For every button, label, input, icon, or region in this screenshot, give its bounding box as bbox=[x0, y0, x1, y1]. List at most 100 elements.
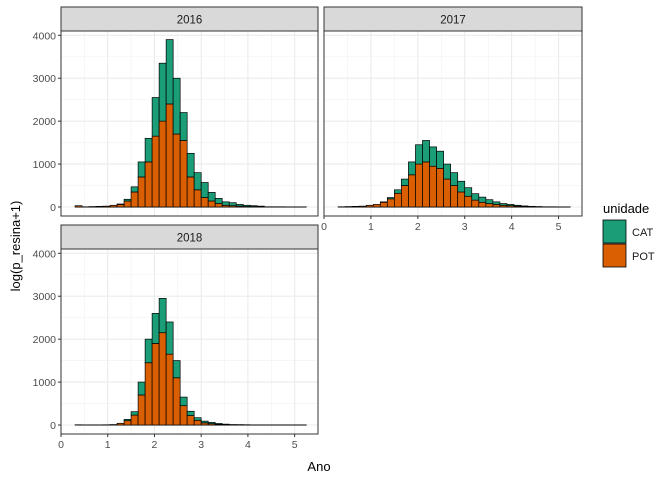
facet-strip bbox=[323, 6, 583, 32]
x-axis-title: Ano bbox=[307, 459, 330, 474]
bar-pot bbox=[165, 353, 174, 426]
bar-pot bbox=[471, 199, 480, 208]
bar-cat bbox=[386, 197, 395, 200]
bar-pot bbox=[214, 203, 223, 208]
bar-pot bbox=[74, 205, 83, 208]
bar-pot bbox=[102, 205, 111, 208]
bar-cat bbox=[485, 199, 494, 204]
bar-pot bbox=[394, 192, 402, 208]
legend: unidade CAT POT bbox=[602, 201, 655, 268]
bar-pot bbox=[457, 191, 466, 208]
x-tick-label: 2 bbox=[152, 439, 158, 451]
bar-pot bbox=[372, 204, 381, 208]
facets-layer: 2016 0 1000 2000 3000 4000 2017 0 1 2 3 4 5 2018 0 1000… bbox=[33, 6, 583, 451]
x-tick-label: 0 bbox=[58, 439, 64, 451]
bar-cat bbox=[151, 97, 160, 137]
bar-cat bbox=[422, 140, 430, 163]
bar-cat bbox=[207, 422, 216, 425]
bar-pot bbox=[109, 204, 118, 208]
bar-cat bbox=[158, 298, 167, 334]
bar-pot bbox=[130, 191, 139, 208]
bar-pot bbox=[200, 197, 209, 208]
bar-pot bbox=[450, 185, 459, 208]
x-tick-label: 1 bbox=[105, 439, 111, 451]
bar-cat bbox=[172, 77, 181, 135]
x-tick-label: 3 bbox=[198, 439, 204, 451]
bar-cat bbox=[130, 186, 139, 193]
bar-pot bbox=[401, 185, 409, 208]
bar-pot bbox=[408, 174, 416, 208]
x-tick-label: 5 bbox=[556, 221, 562, 233]
bar-pot bbox=[123, 420, 132, 426]
bar-pot bbox=[172, 377, 181, 426]
bar-cat bbox=[492, 201, 501, 205]
bar-cat bbox=[429, 146, 437, 167]
facet-strip bbox=[60, 6, 319, 32]
bar-cat bbox=[249, 205, 258, 207]
bar-cat bbox=[186, 410, 195, 416]
bar-cat bbox=[172, 360, 181, 379]
y-tick-label: 1000 bbox=[33, 377, 57, 389]
y-tick-label: 1000 bbox=[33, 159, 57, 171]
bar-pot bbox=[422, 161, 430, 208]
facet-strip-label: 2016 bbox=[177, 15, 203, 27]
bar-cat bbox=[235, 204, 244, 207]
x-tick-label: 0 bbox=[321, 221, 327, 233]
bar-cat bbox=[137, 161, 146, 178]
bar-pot bbox=[151, 135, 160, 208]
bar-pot bbox=[207, 200, 216, 208]
facet-panel-2018: 2018 0 1000 2000 3000 4000 0 1 2 3 4 5 bbox=[33, 224, 319, 451]
bar-pot bbox=[478, 201, 487, 208]
y-tick-label: 4000 bbox=[33, 248, 57, 260]
bar-pot bbox=[144, 362, 153, 426]
x-tick-label: 5 bbox=[292, 439, 298, 451]
bar-pot bbox=[144, 161, 153, 208]
bar-cat bbox=[228, 202, 237, 207]
bar-pot bbox=[158, 332, 167, 426]
bar-pot bbox=[443, 178, 452, 208]
x-tick-label: 2 bbox=[415, 221, 421, 233]
x-tick-label: 3 bbox=[462, 221, 468, 233]
bar-cat bbox=[193, 417, 202, 421]
bar-pot bbox=[379, 201, 388, 208]
bar-pot bbox=[179, 405, 188, 426]
bar-cat bbox=[123, 198, 132, 202]
bar-cat bbox=[436, 150, 444, 169]
bar-cat bbox=[200, 420, 209, 424]
bar-pot bbox=[172, 133, 181, 208]
bar-pot bbox=[365, 204, 374, 208]
bar-pot bbox=[193, 189, 202, 208]
bar-cat bbox=[137, 381, 146, 396]
bar-pot bbox=[130, 414, 139, 426]
y-tick-label: 3000 bbox=[33, 291, 57, 303]
bar-cat bbox=[165, 321, 174, 355]
bar-pot bbox=[464, 195, 473, 208]
bar-pot bbox=[186, 415, 195, 426]
legend-title: unidade bbox=[603, 201, 649, 216]
bar-pot bbox=[123, 200, 132, 208]
bar-cat bbox=[207, 192, 216, 202]
bar-pot bbox=[158, 120, 167, 208]
y-tick-label: 0 bbox=[50, 420, 56, 432]
y-axis-title: log(p_resina+1) bbox=[8, 201, 23, 292]
x-tick-label: 1 bbox=[368, 221, 374, 233]
bar-cat bbox=[186, 152, 195, 178]
y-tick-label: 3000 bbox=[33, 73, 57, 85]
bar-cat bbox=[408, 161, 416, 176]
bar-pot bbox=[485, 203, 494, 208]
bar-pot bbox=[492, 204, 501, 208]
legend-label-cat: CAT bbox=[632, 227, 653, 239]
x-tick-label: 4 bbox=[509, 221, 515, 233]
bar-cat bbox=[394, 189, 402, 194]
y-tick-label: 4000 bbox=[33, 30, 57, 42]
bar-cat bbox=[200, 182, 209, 198]
bar-pot bbox=[95, 206, 104, 208]
bar-pot bbox=[165, 103, 174, 208]
legend-label-pot: POT bbox=[632, 251, 655, 263]
bar-pot bbox=[193, 419, 202, 426]
bar-cat bbox=[144, 137, 153, 163]
bar-cat bbox=[478, 196, 487, 203]
bar-pot bbox=[186, 176, 195, 208]
bar-cat bbox=[506, 204, 515, 207]
